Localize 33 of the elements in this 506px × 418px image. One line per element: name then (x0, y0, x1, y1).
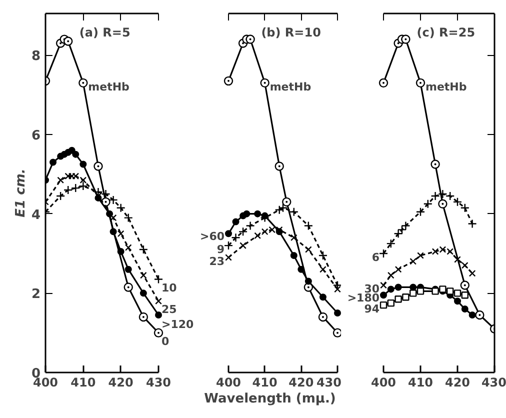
x-tick-label: 410 (408, 376, 434, 390)
x-tick-label: 430 (481, 376, 506, 390)
x-tick-label: 420 (108, 376, 134, 390)
y-tick-label: 8 (31, 49, 40, 64)
y-tick-label: 2 (31, 287, 40, 302)
annotation: metHb (270, 80, 312, 94)
annotation: metHb (426, 80, 467, 94)
text: (b) R=10 (261, 25, 321, 40)
annotation: 10 (162, 281, 178, 294)
annotation: 25 (162, 303, 177, 316)
y-axis-title: E1 cm. (14, 168, 28, 218)
x-tick-label: 400 (370, 376, 396, 390)
x-tick-label: 410 (252, 376, 278, 390)
annotation: >180 (347, 292, 380, 305)
x-tick-label: 420 (444, 376, 470, 390)
x-tick-label: 430 (316, 376, 342, 390)
x-tick-label: 430 (146, 376, 172, 390)
x-tick-label: 410 (70, 376, 96, 390)
annotation: 6 (372, 250, 380, 264)
text: (c) R=25 (416, 25, 476, 40)
annotation: 0 (162, 334, 170, 348)
annotation: >60 (200, 230, 225, 244)
text: (a) R=5 (79, 25, 130, 40)
x-tick-label: 400 (216, 376, 242, 390)
annotation: 9 (216, 243, 224, 256)
y-tick-label: 6 (31, 128, 40, 144)
x-axis-title: Wavelength (mμ.) (204, 392, 336, 406)
x-tick-label: 420 (288, 376, 314, 390)
annotation: >120 (162, 318, 194, 331)
annotation: 23 (209, 254, 225, 268)
annotation: metHb (88, 80, 130, 94)
y-tick-label: 4 (31, 208, 40, 223)
annotation: 94 (364, 302, 380, 316)
